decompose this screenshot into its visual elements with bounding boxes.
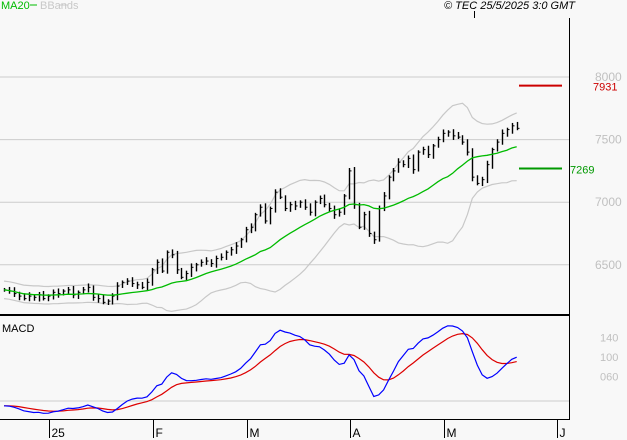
- macd-signal-line: [4, 332, 517, 412]
- x-tick-label: 25: [52, 426, 66, 440]
- macd-tick-label: 140: [600, 333, 618, 345]
- ma20-polyline: [3, 146, 517, 296]
- macd-tick-label: 100: [600, 352, 618, 364]
- price-tick-label: 8000: [595, 70, 622, 84]
- macd-line: [3, 325, 517, 414]
- axis-labels: 8000 7500 7000 6500 140 100 060 7931 7269 25 F M A M J: [52, 70, 623, 440]
- bband-lower: [3, 180, 517, 313]
- x-tick-label: F: [156, 426, 163, 440]
- price-bars: [3, 121, 520, 305]
- x-tick-label: M: [447, 426, 457, 440]
- macd-tick-label: 060: [600, 372, 618, 384]
- price-tick-label: 6500: [595, 258, 622, 272]
- legend-bbands: BBands: [40, 0, 79, 12]
- support-level-label: 7269: [570, 165, 594, 177]
- bband-upper: [3, 102, 517, 288]
- macd-title: MACD: [2, 323, 34, 335]
- x-tick-label: M: [250, 426, 260, 440]
- x-tick-label: J: [560, 426, 566, 440]
- ma20-line: [3, 146, 517, 296]
- resistance-level-label: 7931: [593, 82, 617, 94]
- macd-panel: [3, 325, 517, 414]
- chart-frame: [0, 11, 570, 438]
- legend-ma20: MA20: [1, 0, 30, 12]
- grid-lines: [0, 76, 569, 402]
- x-tick-label: A: [353, 426, 361, 440]
- price-tick-label: 7000: [595, 195, 622, 209]
- price-tick-label: 7500: [595, 133, 622, 147]
- copyright: © TEC 25/5/2025 3:0 GMT: [444, 0, 576, 12]
